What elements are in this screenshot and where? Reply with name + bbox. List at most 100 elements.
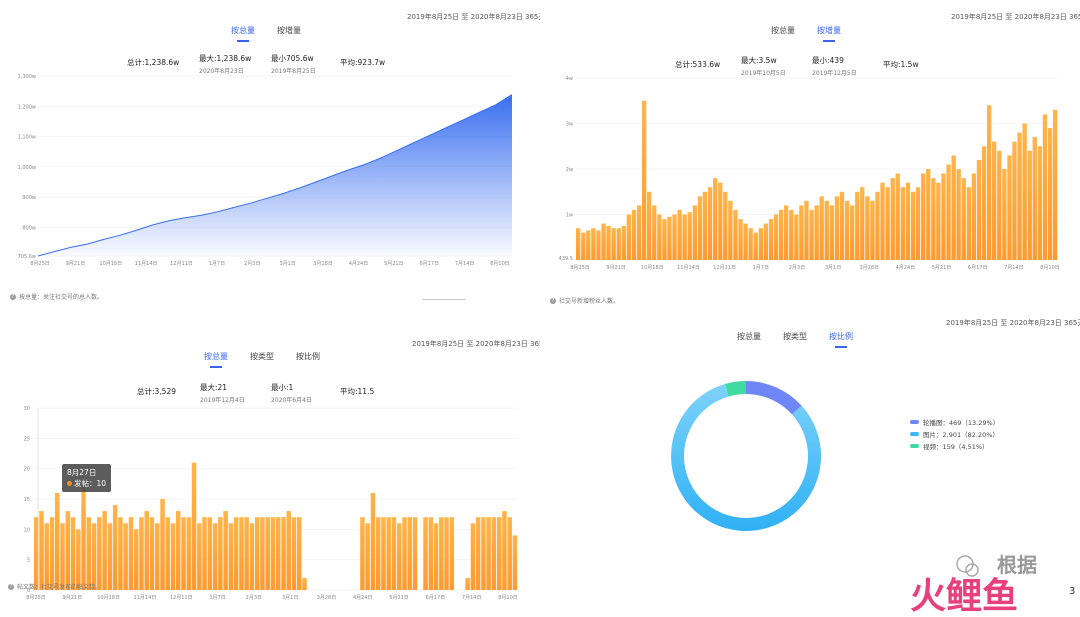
stat-max: 最大:3.5w 2019年10月5日 <box>741 56 786 77</box>
bar <box>365 523 370 590</box>
bar <box>276 517 281 590</box>
y-tick-label: 3w <box>566 122 573 128</box>
bar <box>423 517 428 590</box>
bar <box>758 228 764 260</box>
legend-item-carousel[interactable]: 轮播图：469（13.29%） <box>910 416 999 428</box>
bar <box>997 150 1002 260</box>
help-icon: ? <box>10 293 16 300</box>
bar <box>804 200 809 260</box>
tab-type[interactable]: 按类型 <box>250 352 274 361</box>
tab-increment[interactable]: 按增量 <box>817 25 841 42</box>
bar <box>936 182 941 260</box>
tab-bar: 按总量 按类型 按比例 <box>737 331 853 348</box>
bar <box>1012 141 1017 260</box>
bar <box>926 169 931 260</box>
bar <box>497 517 502 590</box>
tab-bar: 按总量 按增量 <box>231 25 301 42</box>
tab-total[interactable]: 按总量 <box>771 26 795 35</box>
stat-min: 最小:439 2019年12月5日 <box>812 56 857 77</box>
y-tick-label: 1,000w <box>18 165 36 171</box>
bar <box>1017 132 1022 260</box>
bar <box>1052 109 1058 260</box>
bar <box>76 529 81 590</box>
x-tick-label: 1月7日 <box>753 265 769 271</box>
y-tick-label: 1,200w <box>18 104 36 110</box>
bar <box>381 517 386 590</box>
bar <box>233 517 239 590</box>
stat-min: 最小:1 2020年6月4日 <box>271 383 312 404</box>
x-tick-label: 12月11日 <box>170 595 193 601</box>
bar <box>197 523 202 590</box>
area-series <box>38 94 512 256</box>
stat-avg: 平均:1.5w <box>883 60 919 69</box>
bar <box>139 517 144 590</box>
bar <box>992 141 997 260</box>
tab-ratio[interactable]: 按比例 <box>296 352 320 361</box>
legend-item-image[interactable]: 图片：2,901（82.20%） <box>910 428 999 440</box>
bar <box>723 191 728 261</box>
tab-total[interactable]: 按总量 <box>737 332 761 341</box>
stat-avg: 平均:11.5 <box>340 387 375 396</box>
bar <box>880 182 885 260</box>
bar <box>55 492 60 590</box>
bar <box>616 228 621 260</box>
date-range-text: 2019年8月25日 至 2020年8月23日 365天 <box>407 13 540 21</box>
date-range-selector[interactable]: 2019年8月25日 至 2020年8月23日 365天 <box>951 12 1080 22</box>
x-tick-label: 10月18日 <box>99 261 122 267</box>
legend-item-video[interactable]: 视频：159（4.51%） <box>910 440 999 452</box>
stat-total: 总计:1,238.6w <box>127 58 180 67</box>
x-tick-label: 6月17日 <box>968 265 988 271</box>
help-icon: ? <box>8 583 14 590</box>
y-tick-label: 1,300w <box>18 74 36 80</box>
bar <box>784 205 789 260</box>
bar <box>244 517 249 590</box>
bar <box>265 517 270 590</box>
bar <box>895 173 900 260</box>
post-type-donut-chart <box>671 381 822 532</box>
bar <box>286 511 291 590</box>
tab-total[interactable]: 按总量 <box>204 351 228 368</box>
bar <box>987 105 992 260</box>
x-tick-label: 1月7日 <box>209 595 225 601</box>
bar <box>626 214 632 260</box>
x-tick-label: 8月10日 <box>498 595 518 601</box>
watermark-corner-text: 3 <box>1069 586 1075 597</box>
bar <box>397 523 402 590</box>
tab-increment[interactable]: 按增量 <box>277 26 301 35</box>
bar <box>885 187 890 260</box>
x-tick-label: 3月28日 <box>859 265 879 271</box>
panel-total-followers: 2019年8月25日 至 2020年8月23日 365天 按总量 按增量 总计:… <box>0 0 540 308</box>
date-range-text: 2019年8月25日 至 2020年8月23日 365天 <box>951 13 1080 21</box>
bar <box>763 223 769 260</box>
bar <box>155 523 160 590</box>
tab-ratio[interactable]: 按比例 <box>829 331 853 348</box>
bar <box>260 517 265 590</box>
chart-note: ? 社交号新增粉丝人数。 <box>550 297 620 305</box>
scrollbar[interactable] <box>422 299 466 300</box>
x-tick-label: 9月21日 <box>606 265 626 271</box>
bar <box>70 517 76 590</box>
tab-total[interactable]: 按总量 <box>231 25 255 42</box>
date-range-selector[interactable]: 2019年8月25日 至 2020年8月23日 365天 <box>946 318 1080 328</box>
chart-tooltip: 8月27日 发帖：10 <box>62 464 112 492</box>
bar <box>1027 150 1032 260</box>
bar <box>176 511 181 590</box>
bar <box>491 517 497 590</box>
y-tick-label: 2w <box>566 167 573 173</box>
panel-post-type-ratio: 2019年8月25日 至 2020年8月23日 365天 按总量 按类型 按比例… <box>540 308 1080 617</box>
tab-type[interactable]: 按类型 <box>783 332 807 341</box>
bar <box>702 191 708 261</box>
y-tick-label: 15 <box>24 497 30 503</box>
bar <box>86 517 92 590</box>
date-range-selector[interactable]: 2019年8月25日 至 2020年8月23日 365天 <box>412 339 540 349</box>
bar <box>809 209 814 260</box>
bar <box>834 196 840 260</box>
watermark-top-text: 根据 <box>997 553 1037 577</box>
stat-avg: 平均:923.7w <box>340 58 386 67</box>
bar <box>636 205 642 260</box>
bar <box>850 205 855 260</box>
date-range-selector[interactable]: 2019年8月25日 至 2020年8月23日 365天 <box>407 12 540 22</box>
bar <box>900 187 906 260</box>
bar <box>218 517 223 590</box>
bar <box>34 517 39 590</box>
